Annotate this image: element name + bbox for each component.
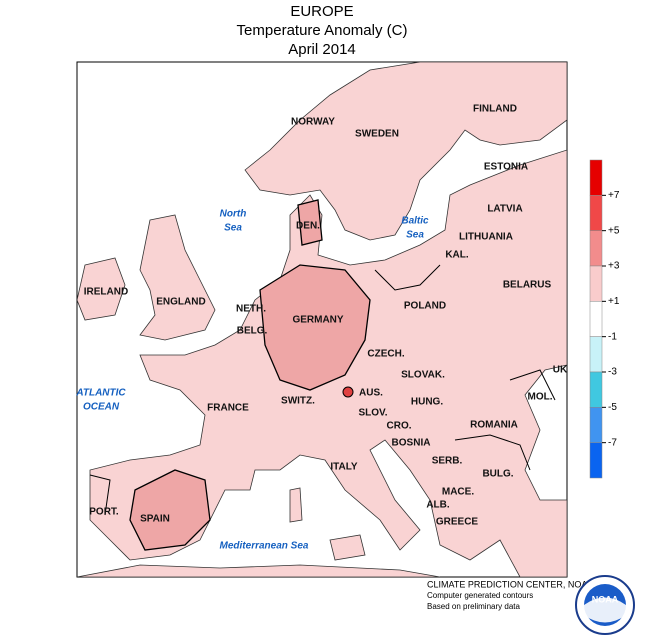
footer-line: CLIMATE PREDICTION CENTER, NOAA xyxy=(427,579,593,589)
map-date: April 2014 xyxy=(288,41,356,58)
country-label: GREECE xyxy=(436,517,479,528)
country-label: ITALY xyxy=(330,462,358,473)
legend-swatch xyxy=(589,195,603,231)
legend-tick-label: +7 xyxy=(608,190,620,201)
country-label: SLOV. xyxy=(358,408,387,419)
legend-tick-label: -5 xyxy=(608,402,617,413)
noaa-logo: NOAA xyxy=(575,575,635,635)
legend-tick-label: +3 xyxy=(608,261,620,272)
country-label: MOL. xyxy=(528,392,553,403)
country-label: BELARUS xyxy=(503,280,552,291)
country-label: MACE. xyxy=(442,487,474,498)
country-label: FRANCE xyxy=(207,403,249,414)
country-label: DEN. xyxy=(296,221,320,232)
country-label: SPAIN xyxy=(140,514,170,525)
map-subtitle: Temperature Anomaly (C) xyxy=(237,22,408,39)
country-label: KAL. xyxy=(445,250,469,261)
logo-wave xyxy=(584,597,626,623)
country-label: LITHUANIA xyxy=(459,232,513,243)
legend-swatch xyxy=(589,442,603,479)
land-britain xyxy=(139,214,216,341)
country-label: POLAND xyxy=(404,301,446,312)
legend-swatch xyxy=(589,230,603,267)
legend-tick-label: +5 xyxy=(608,225,620,236)
country-label: AUS. xyxy=(359,388,383,399)
sea-label: Baltic xyxy=(401,216,429,227)
logo-text: NOAA xyxy=(592,594,619,604)
country-label: BELG. xyxy=(237,326,268,337)
country-label: CZECH. xyxy=(367,349,404,360)
anomaly-contour-spain xyxy=(129,469,211,551)
country-label: HUNG. xyxy=(411,397,443,408)
map: NORWAY SWEDEN FINLAND ESTONIA LATVIA LITHUANI… xyxy=(75,61,568,578)
country-label: ESTONIA xyxy=(484,162,528,173)
country-label: BOSNIA xyxy=(392,438,431,449)
footer: CLIMATE PREDICTION CENTER, NOAA Computer … xyxy=(427,579,593,611)
country-label: BULG. xyxy=(482,469,513,480)
legend-tick-label: -7 xyxy=(608,437,617,448)
legend-swatch xyxy=(589,336,603,373)
legend-swatch xyxy=(589,371,603,408)
country-label: GERMANY xyxy=(292,315,343,326)
country-label: IRELAND xyxy=(84,287,128,298)
country-label: SERB. xyxy=(432,456,463,467)
sea-label: Sea xyxy=(224,223,242,234)
land-scandinavia xyxy=(244,62,567,241)
legend-tick-label: -3 xyxy=(608,367,617,378)
country-label: NETH. xyxy=(236,304,266,315)
sea-label: Sea xyxy=(406,230,424,241)
country-label: PORT. xyxy=(89,507,119,518)
country-label: NORWAY xyxy=(291,117,335,128)
country-label: ROMANIA xyxy=(470,420,518,431)
country-label: SWEDEN xyxy=(355,129,399,140)
country-label: FINLAND xyxy=(473,104,517,115)
legend-tick-label: +1 xyxy=(608,296,620,307)
sea-label: OCEAN xyxy=(83,402,120,413)
sea-label: North xyxy=(220,209,247,220)
land-italy-islands xyxy=(289,487,366,561)
anomaly-contour-germany xyxy=(259,264,371,391)
anomaly-contour-austria xyxy=(342,386,354,398)
anomaly-contour-denmark xyxy=(297,199,323,246)
country-label: ALB. xyxy=(426,500,450,511)
country-label: UK xyxy=(553,365,568,376)
legend-swatch xyxy=(589,159,603,196)
legend: +7 +5 +3 +1 -1 -3 -5 -7 xyxy=(589,159,620,479)
footer-line: Computer generated contours xyxy=(427,591,533,600)
country-label: ENGLAND xyxy=(156,297,205,308)
legend-tick-label: -1 xyxy=(608,331,617,342)
legend-swatch xyxy=(589,301,603,337)
country-label: SWITZ. xyxy=(281,396,315,407)
footer-line: Based on preliminary data xyxy=(427,602,520,611)
contour-line xyxy=(89,264,556,516)
land-ireland xyxy=(77,257,126,321)
country-label: SLOVAK. xyxy=(401,370,445,381)
land-africa xyxy=(77,564,441,577)
legend-swatch xyxy=(589,407,603,443)
sea-label: Mediterranean Sea xyxy=(220,541,309,552)
country-label: LATVIA xyxy=(487,204,522,215)
country-label: CRO. xyxy=(387,421,412,432)
map-title: EUROPE xyxy=(290,3,353,20)
sea-label: ATLANTIC xyxy=(75,388,126,399)
legend-swatch xyxy=(589,265,603,302)
